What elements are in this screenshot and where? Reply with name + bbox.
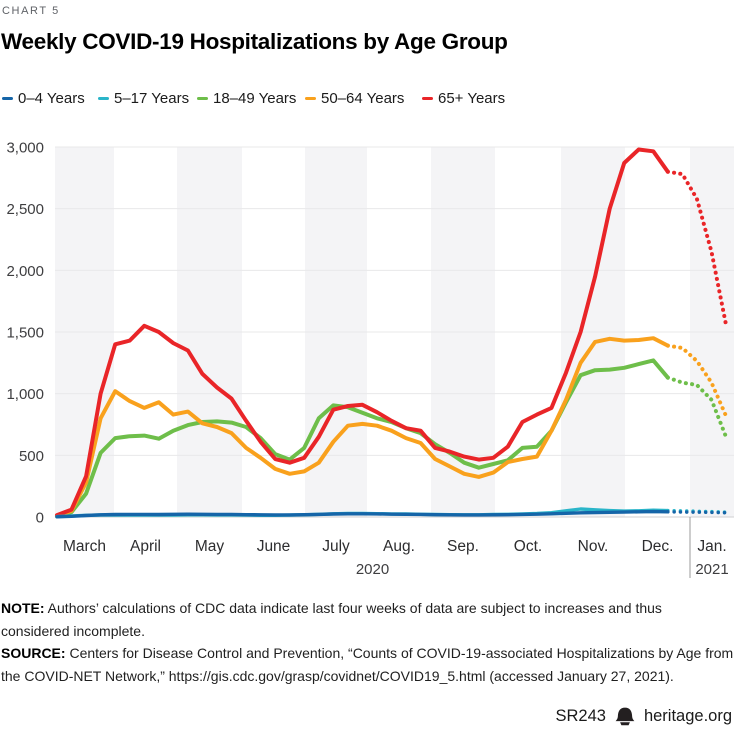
legend-item-5-17-years: 5–17 Years <box>98 90 189 107</box>
y-tick-label: 2,000 <box>6 263 44 280</box>
y-tick-label: 3,000 <box>6 140 44 157</box>
legend-swatch-65-plus-years <box>422 96 433 101</box>
month-label: Dec. <box>642 538 674 555</box>
legend-label: 18–49 Years <box>213 90 297 107</box>
notes-block: NOTE: Authors’ calculations of CDC data … <box>1 597 734 687</box>
legend-swatch-0-4-years <box>2 96 13 101</box>
series-line-65-plus-years <box>55 147 670 518</box>
month-label: Oct. <box>514 538 542 555</box>
month-label: May <box>195 538 225 555</box>
month-label: Sep. <box>447 538 479 555</box>
legend-label: 5–17 Years <box>114 90 190 107</box>
series-line-0-4-years <box>55 509 670 519</box>
site-name: heritage.org <box>643 707 732 725</box>
note-label: NOTE: <box>1 600 45 616</box>
year-label-2020: 2020 <box>356 561 389 578</box>
legend-label: 65+ Years <box>438 90 506 107</box>
legend-label: 0–4 Years <box>18 90 85 107</box>
year-label-2021: 2021 <box>695 561 728 578</box>
note-text: NOTE: Authors’ calculations of CDC data … <box>1 600 662 639</box>
legend-item-0-4-years: 0–4 Years <box>2 90 85 107</box>
month-label: July <box>322 538 350 555</box>
legend-item-65-plus-years: 65+ Years <box>422 90 505 107</box>
legend-item-18-49-years: 18–49 Years <box>197 90 296 107</box>
source-label: SOURCE: <box>1 645 66 661</box>
y-tick-label: 2,500 <box>6 201 44 218</box>
month-label: Nov. <box>578 538 609 555</box>
legend-swatch-18-49-years <box>197 96 208 101</box>
y-tick-label: 500 <box>19 448 44 465</box>
series-dotted-65-plus-years <box>665 169 728 327</box>
legend-label: 50–64 Years <box>321 90 405 107</box>
y-tick-label: 1,000 <box>6 386 44 403</box>
footer: SR243 heritage.org <box>0 707 732 726</box>
page-title: Weekly COVID-19 Hospitalizations by Age … <box>1 29 508 54</box>
liberty-bell-icon <box>614 707 636 726</box>
y-tick-label: 1,500 <box>6 325 44 342</box>
chart-kicker: CHART 5 <box>2 5 60 17</box>
legend-item-50-64-years: 50–64 Years <box>305 90 404 107</box>
legend-swatch-5-17-years <box>98 96 109 101</box>
month-label: March <box>63 538 106 555</box>
report-id: SR243 <box>555 707 606 725</box>
month-label: June <box>257 538 291 555</box>
month-label: Jan. <box>697 538 726 555</box>
y-tick-label: 0 <box>36 510 44 527</box>
series-line-50-64-years <box>55 336 670 518</box>
series-dotted-18-49-years <box>665 375 728 439</box>
month-label: April <box>130 538 161 555</box>
legend-swatch-50-64-years <box>305 96 316 101</box>
month-label: Aug. <box>383 538 415 555</box>
source-text: SOURCE: Centers for Disease Control and … <box>1 645 734 684</box>
chart-legend: 0–4 Years 5–17 Years 18–49 Years 50–64 Year… <box>0 90 734 112</box>
